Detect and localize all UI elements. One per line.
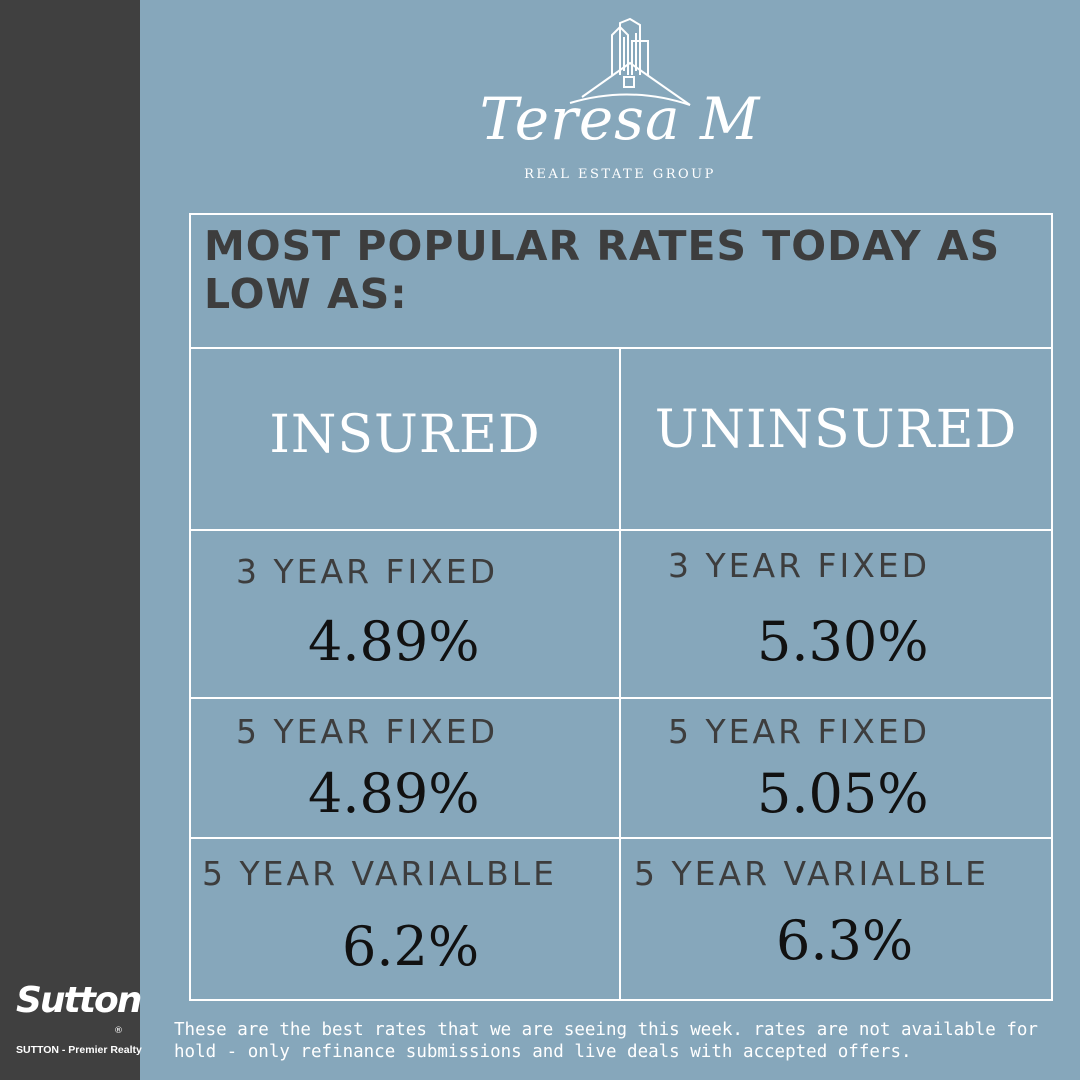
page-title: MOST POPULAR RATES TODAY AS LOW AS: (204, 222, 1001, 318)
registered-mark: ® (114, 1026, 123, 1036)
sutton-tagline: SUTTON - Premier Realty (16, 1044, 142, 1056)
sutton-wordmark: Sutton (16, 980, 142, 1021)
row-label-insured: 5 YEAR VARIALBLE (202, 854, 558, 893)
teresa-m-logo: Teresa M REAL ESTATE GROUP (470, 15, 770, 190)
divider-row-2 (189, 837, 1053, 839)
rate-insured-5yr-fixed: 4.89% (308, 762, 480, 825)
house-skyline-icon (569, 17, 691, 106)
column-header-insured: INSURED (269, 405, 541, 465)
divider-headline (189, 347, 1053, 349)
column-header-uninsured: UNINSURED (654, 400, 1018, 460)
logo-subtitle: REAL ESTATE GROUP (524, 167, 716, 182)
row-label-uninsured: 3 YEAR FIXED (668, 546, 931, 585)
rate-uninsured-5yr-fixed: 5.05% (757, 762, 929, 825)
side-bar (0, 0, 140, 1080)
row-label-uninsured: 5 YEAR VARIALBLE (634, 854, 990, 893)
rate-insured-3yr-fixed: 4.89% (308, 610, 480, 673)
sutton-logo: Sutton ® SUTTON - Premier Realty (16, 980, 142, 1070)
rate-uninsured-3yr-fixed: 5.30% (757, 610, 929, 673)
divider-columns (189, 529, 1053, 531)
rate-insured-5yr-variable: 6.2% (342, 915, 480, 978)
logo-script-text: Teresa M (479, 85, 761, 153)
row-label-uninsured: 5 YEAR FIXED (668, 712, 931, 751)
row-label-insured: 5 YEAR FIXED (236, 712, 499, 751)
rate-uninsured-5yr-variable: 6.3% (776, 909, 914, 972)
rates-table (189, 213, 1053, 1001)
row-label-insured: 3 YEAR FIXED (236, 552, 499, 591)
disclaimer-text: These are the best rates that we are see… (174, 1020, 1038, 1062)
divider-row-1 (189, 697, 1053, 699)
divider-vertical (619, 348, 621, 1001)
